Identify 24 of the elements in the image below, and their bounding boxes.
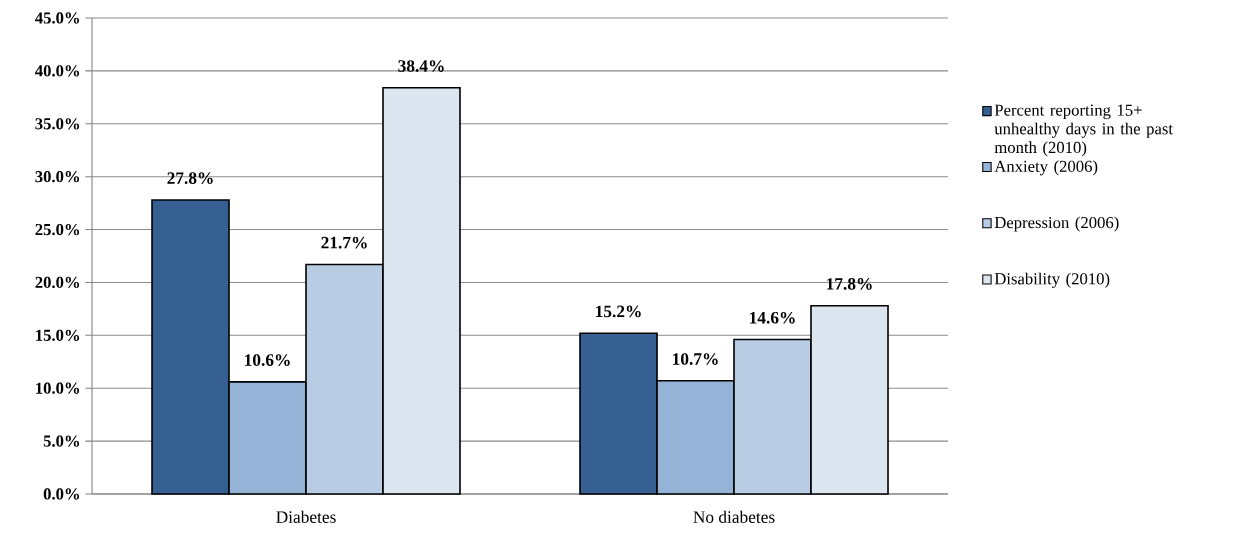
y-tick-label: 20.0% [35,276,80,289]
data-label: 21.7% [321,236,367,249]
y-tick-label: 0.0% [43,488,80,500]
y-tick-label: 35.0% [35,118,80,130]
data-label: 14.6% [750,311,795,324]
data-label: 10.6% [245,354,290,366]
data-label: 27.8% [167,172,213,185]
y-tick-label: 40.0% [35,65,80,77]
legend-label: Anxiety (2006) [994,160,1098,176]
y-tick-label: 30.0% [35,171,80,183]
x-tick-label: No diabetes [693,510,775,523]
y-tick-label: 5.0% [43,435,80,447]
data-label: 38.4% [398,60,444,72]
legend-label: Disability (2010) [994,272,1110,288]
x-tick-label: Diabetes [276,510,336,523]
y-tick-label: 10.0% [36,382,80,394]
legend-label: Percent reporting 15+ unhealthy days in the past month (2010) [994,104,1173,157]
y-tick-label: 15.0% [36,329,80,341]
y-tick-label: 45.0% [35,12,80,24]
data-label: 10.7% [673,353,718,365]
y-tick-label: 25.0% [35,223,80,236]
data-label: 17.8% [827,278,872,290]
legend-label: Depression (2006) [994,216,1119,232]
data-label: 15.2% [596,305,641,318]
